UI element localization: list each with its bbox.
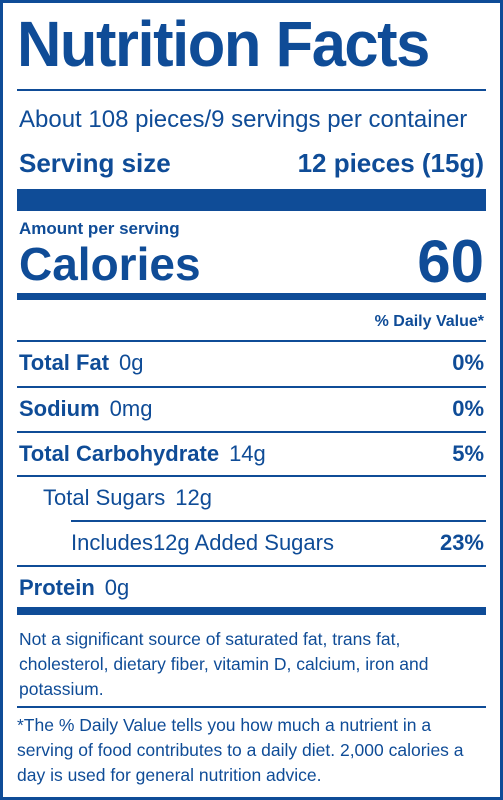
amount-per-serving: Amount per serving bbox=[19, 219, 180, 238]
daily-value-header: % Daily Value* bbox=[374, 313, 484, 330]
nutrient-amount: 12g bbox=[175, 485, 213, 510]
thick-rule bbox=[17, 607, 486, 615]
rule bbox=[71, 520, 486, 522]
thick-rule bbox=[17, 189, 486, 211]
calories-label: Calories bbox=[19, 238, 201, 290]
daily-value: 23% bbox=[439, 530, 484, 555]
daily-value: 0% bbox=[452, 396, 484, 421]
rule bbox=[17, 706, 486, 708]
nutrient-line: Total Sugars 12g bbox=[43, 485, 212, 511]
rule bbox=[17, 340, 486, 342]
nutrient-name: Total Fat bbox=[19, 350, 110, 375]
nutrient-name: Protein bbox=[19, 575, 95, 600]
footnote: Not a significant source of saturated fa… bbox=[19, 629, 429, 699]
rule bbox=[17, 475, 486, 477]
nutrient-amount: 14g bbox=[229, 441, 266, 466]
nutrient-amount: 0g bbox=[119, 350, 144, 375]
calories-value: 60 bbox=[417, 228, 484, 295]
nutrient-name: Includes12g Added Sugars bbox=[71, 530, 334, 555]
nutrient-line: Total Fat 0g bbox=[19, 350, 144, 376]
nutrient-amount: 0mg bbox=[109, 396, 153, 421]
nutrient-line: Includes12g Added Sugars bbox=[71, 530, 334, 556]
rule bbox=[17, 89, 486, 91]
title: Nutrition Facts bbox=[17, 8, 430, 80]
rule bbox=[17, 386, 486, 388]
servings-per-container: About 108 pieces/9 servings per containe… bbox=[19, 106, 468, 133]
nutrient-line: Protein 0g bbox=[19, 575, 129, 601]
serving-size-label: Serving size bbox=[19, 148, 171, 178]
rule bbox=[17, 431, 486, 433]
footnote: *The % Daily Value tells you how much a … bbox=[17, 715, 464, 785]
nutrient-line: Total Carbohydrate 14g bbox=[19, 441, 266, 467]
serving-size-value: 12 pieces (15g) bbox=[297, 148, 484, 178]
nutrient-line: Sodium 0mg bbox=[19, 396, 152, 422]
nutrient-name: Total Carbohydrate bbox=[19, 441, 220, 466]
nutrient-amount: 0g bbox=[104, 575, 130, 600]
nutrient-name: Sodium bbox=[19, 396, 100, 421]
nutrient-name: Total Sugars bbox=[43, 485, 166, 510]
medium-rule bbox=[17, 293, 486, 300]
daily-value: 5% bbox=[452, 441, 484, 466]
rule bbox=[17, 565, 486, 567]
daily-value: 0% bbox=[452, 350, 484, 375]
